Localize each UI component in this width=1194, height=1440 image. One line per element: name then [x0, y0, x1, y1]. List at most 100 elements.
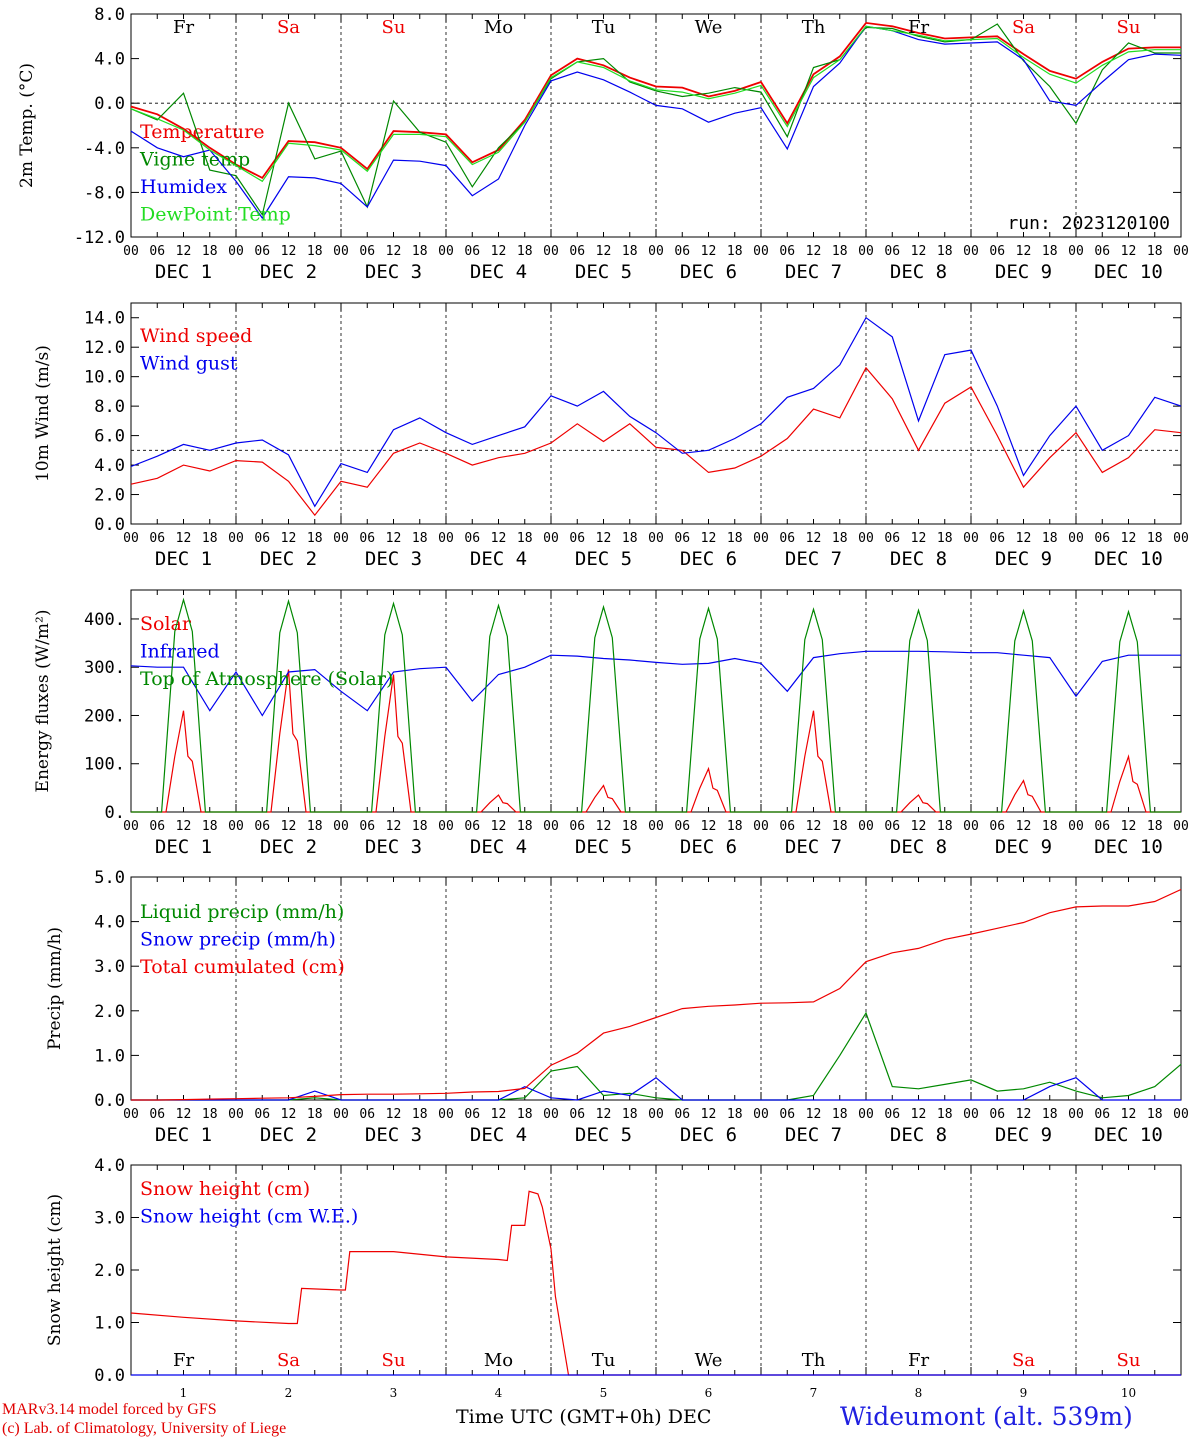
hour-tick-label: 06 [1094, 819, 1110, 834]
hour-tick-label: 00 [333, 819, 349, 834]
hour-tick-label: 00 [1068, 1107, 1084, 1122]
hour-tick-label: 18 [202, 531, 218, 546]
credit-model: MARv3.14 model forced by GFS [2, 1401, 217, 1418]
hour-tick-label: 00 [1068, 244, 1084, 259]
hour-tick-label: 06 [674, 819, 690, 834]
legend-entry: Total cumulated (cm) [140, 956, 345, 978]
day-abbr: We [695, 1350, 723, 1371]
hour-tick-label: 18 [517, 244, 533, 259]
series-line-dewpoint-temp [130, 25, 1181, 183]
day-abbr: Sa [277, 17, 300, 38]
hour-tick-label: 18 [937, 244, 953, 259]
hour-tick-label: 12 [1121, 531, 1137, 546]
y-tick-label: -12.0 [74, 228, 125, 248]
hour-tick-label: 00 [1173, 531, 1189, 546]
day-date-label: DEC 2 [260, 1124, 317, 1146]
y-axis-label: Energy fluxes (W/m²) [33, 610, 53, 793]
day-abbr: Fr [908, 1350, 929, 1371]
hour-tick-label: 06 [779, 531, 795, 546]
hour-tick-label: 12 [176, 244, 192, 259]
hour-tick-label: 18 [517, 1107, 533, 1122]
day-abbr: Mo [484, 1350, 513, 1371]
hour-tick-label: 06 [254, 531, 270, 546]
day-date-label: DEC 9 [995, 261, 1052, 283]
hour-tick-label: 12 [1016, 1107, 1032, 1122]
hour-tick-label: 00 [1173, 819, 1189, 834]
credit-lab: (c) Lab. of Climatology, University of L… [2, 1420, 287, 1437]
hour-tick-label: 00 [858, 819, 874, 834]
day-date-label: DEC 3 [365, 1124, 422, 1146]
y-tick-label: 1.0 [94, 1314, 125, 1334]
hour-tick-label: 12 [491, 531, 507, 546]
day-date-label: DEC 5 [575, 548, 632, 570]
hour-tick-label: 06 [884, 819, 900, 834]
day-date-label: DEC 4 [470, 1124, 527, 1146]
y-tick-label: 12.0 [84, 338, 125, 358]
day-date-label: DEC 10 [1094, 836, 1163, 858]
hour-tick-label: 18 [1042, 819, 1058, 834]
day-date-label: DEC 3 [365, 261, 422, 283]
hour-tick-label: 12 [491, 819, 507, 834]
y-axis-label: Snow height (cm) [45, 1194, 65, 1346]
hour-tick-label: 12 [911, 1107, 927, 1122]
hour-tick-label: 00 [648, 244, 664, 259]
hour-tick-label: 00 [753, 244, 769, 259]
day-abbr: Su [1117, 17, 1141, 38]
day-date-label: DEC 9 [995, 1124, 1052, 1146]
y-axis-label: 10m Wind (m/s) [33, 345, 53, 482]
day-date-label: DEC 7 [785, 836, 842, 858]
hour-tick-label: 06 [149, 244, 165, 259]
y-tick-label: 300. [84, 658, 125, 678]
y-tick-label: 1.0 [94, 1046, 125, 1066]
day-date-label: DEC 2 [260, 836, 317, 858]
series-line-temperature [130, 21, 1181, 180]
hour-tick-label: 18 [307, 1107, 323, 1122]
hour-tick-label: 12 [596, 531, 612, 546]
legend-entry: Wind gust [140, 353, 238, 375]
series-line-humidex [130, 25, 1182, 220]
hour-tick-label: 12 [1016, 819, 1032, 834]
hour-tick-label: 18 [202, 819, 218, 834]
hour-tick-label: 12 [911, 531, 927, 546]
day-date-label: DEC 5 [575, 1124, 632, 1146]
legend-entry: Temperature [140, 121, 264, 143]
day-date-label: DEC 2 [260, 548, 317, 570]
hour-tick-label: 00 [123, 1107, 139, 1122]
hour-tick-label: 06 [569, 244, 585, 259]
day-number-label: 10 [1121, 1386, 1136, 1400]
day-date-label: DEC 6 [680, 1124, 737, 1146]
day-date-label: DEC 9 [995, 836, 1052, 858]
day-date-label: DEC 8 [890, 836, 947, 858]
hour-tick-label: 00 [963, 531, 979, 546]
day-abbr: Tu [592, 17, 616, 38]
hour-tick-label: 06 [1094, 531, 1110, 546]
y-tick-label: 0.0 [94, 1366, 125, 1386]
hour-tick-label: 18 [727, 531, 743, 546]
hour-tick-label: 06 [254, 819, 270, 834]
hour-tick-label: 18 [622, 819, 638, 834]
hour-tick-label: 12 [1121, 244, 1137, 259]
hour-tick-label: 06 [1094, 244, 1110, 259]
day-abbr: Su [1117, 1350, 1141, 1371]
hour-tick-label: 00 [123, 819, 139, 834]
hour-tick-label: 06 [359, 819, 375, 834]
hour-tick-label: 00 [753, 531, 769, 546]
credits: MARv3.14 model forced by GFS (c) Lab. of… [2, 1400, 286, 1438]
y-tick-label: 14.0 [84, 309, 125, 329]
legend-entry: Humidex [140, 176, 227, 198]
hour-tick-label: 12 [701, 1107, 717, 1122]
y-tick-label: 2.0 [94, 1261, 125, 1281]
hour-tick-label: 12 [491, 1107, 507, 1122]
y-tick-label: 2.0 [94, 1002, 125, 1022]
legend-entry: Snow height (cm W.E.) [140, 1206, 358, 1228]
hour-tick-label: 18 [937, 1107, 953, 1122]
legend-entry: Wind speed [140, 325, 252, 347]
hour-tick-label: 18 [727, 1107, 743, 1122]
series-line-snow-precip-mm-h [131, 1076, 1181, 1101]
hour-tick-label: 18 [832, 819, 848, 834]
hour-tick-label: 18 [622, 244, 638, 259]
hour-tick-label: 18 [832, 244, 848, 259]
hour-tick-label: 18 [622, 531, 638, 546]
hour-tick-label: 06 [464, 819, 480, 834]
hour-tick-label: 06 [569, 531, 585, 546]
